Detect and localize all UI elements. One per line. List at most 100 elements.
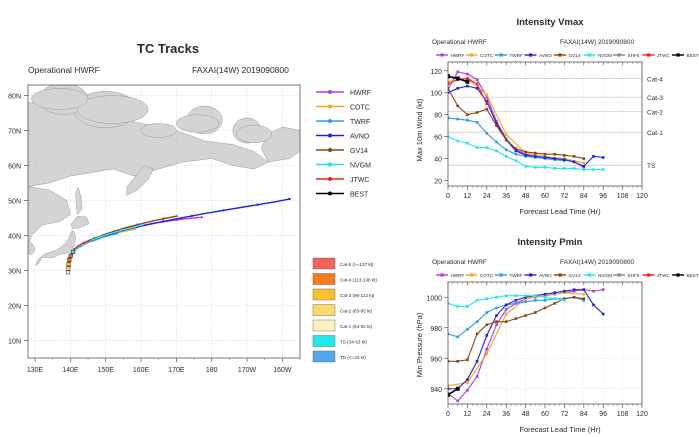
series-point <box>485 352 489 355</box>
series-point <box>495 149 498 153</box>
series-point <box>475 299 479 302</box>
intensity-label: Cat-5 (>=137 kt) <box>340 262 374 267</box>
map-right-label: FAXAI(14W) 2019090800 <box>192 65 289 75</box>
series-point <box>485 107 489 111</box>
series-point <box>485 102 489 105</box>
map-lon-tick: 170E <box>168 367 185 374</box>
track-point <box>162 217 165 220</box>
map-lat-tick: 40N <box>8 234 21 241</box>
series-point <box>448 82 450 86</box>
track-point <box>82 241 86 245</box>
intensity-swatch <box>312 319 336 332</box>
legend-label-shf5: SHF5 <box>628 53 640 58</box>
series-point <box>514 302 518 305</box>
series-point <box>475 87 479 90</box>
map-intensity-legend: Cat-5 (>=137 kt) Cat-4 (113-136 kt) Cat-3 … <box>312 257 377 363</box>
legend-label-nvgm: NVGM <box>598 53 612 58</box>
map-lat-tick: 20N <box>8 304 21 311</box>
legend-label-twrf: TWRF <box>350 119 370 126</box>
series-point <box>456 70 459 74</box>
series-point <box>504 138 508 142</box>
map-lat-tick: 10N <box>8 339 21 346</box>
y-tick-label: 80 <box>434 113 442 120</box>
y-tick-label: 40 <box>434 157 442 164</box>
series-point <box>524 294 527 298</box>
track-point <box>222 209 225 212</box>
map-lat-tick: 50N <box>8 199 21 206</box>
series-point <box>543 166 547 169</box>
best-track-point <box>66 262 71 267</box>
legend-label-jtwc: JTWC <box>657 273 670 278</box>
series-point <box>582 292 586 296</box>
intensity-swatch <box>312 350 336 363</box>
series-point <box>475 360 479 363</box>
pmin-title: Intensity Pmin <box>518 237 583 248</box>
series-point <box>582 161 586 165</box>
legend-label-cotc: COTC <box>350 105 370 112</box>
intensity-swatch <box>312 288 336 301</box>
storm-tracks <box>65 197 291 275</box>
series-point <box>553 167 556 170</box>
series-point <box>466 358 469 362</box>
legend-label-best: BEST <box>687 273 699 278</box>
series-point <box>582 297 586 301</box>
intensity-swatch <box>312 335 336 347</box>
series-point <box>514 152 518 156</box>
series-point <box>495 124 498 127</box>
series-point <box>582 164 586 168</box>
intensity-swatch <box>312 273 336 285</box>
series-point <box>514 147 518 150</box>
series-point <box>543 295 547 299</box>
series-point <box>485 146 489 149</box>
series-point <box>524 295 527 299</box>
series-point <box>601 168 605 171</box>
map-lat-tick: 30N <box>8 269 21 276</box>
series-point <box>592 303 595 307</box>
series-point <box>448 91 450 95</box>
legend-label-avno: AVNO <box>539 273 552 278</box>
series-point <box>601 156 605 159</box>
series-point <box>563 291 566 294</box>
series-point <box>572 289 576 293</box>
series-point <box>582 299 586 302</box>
x-tick-label: 72 <box>561 411 569 418</box>
series-point <box>504 303 508 307</box>
series-point <box>504 308 508 311</box>
intensity-label: Cat-3 (96-112 kt) <box>340 293 375 298</box>
series-point <box>485 93 489 97</box>
series-point <box>455 76 460 81</box>
map-lon-tick: 140E <box>62 367 79 374</box>
series-point <box>466 141 469 145</box>
intensity-label: Cat-2 (83-95 kt) <box>340 309 373 314</box>
series-point <box>485 311 489 314</box>
series-point <box>456 360 459 363</box>
series-point <box>563 153 566 157</box>
tc-tracks-panel: TC Tracks Operational HWRF FAXAI(14W) 20… <box>8 41 377 374</box>
vmax-right-label: FAXAI(14W) 2019090800 <box>560 39 634 46</box>
series-point <box>448 392 450 397</box>
series-point <box>466 113 469 116</box>
series-point <box>475 82 479 86</box>
category-label-cat-2: Cat-2 <box>647 109 663 116</box>
pmin-y-axis-label: Min Pressure (hPa) <box>415 312 424 377</box>
y-tick-label: 960 <box>430 356 442 363</box>
series-point <box>572 295 576 299</box>
map-gridlines <box>28 85 300 358</box>
series-point <box>466 378 469 381</box>
series-point <box>504 133 508 136</box>
series-point <box>475 320 479 323</box>
series-point <box>524 297 527 301</box>
series-line-cotc <box>448 77 584 164</box>
map-title: TC Tracks <box>137 41 199 56</box>
legend-label-hwrf: HWRF <box>451 273 465 278</box>
track-point <box>256 203 259 206</box>
series-point <box>601 288 605 291</box>
series-point <box>524 164 527 168</box>
chart-series <box>448 70 605 171</box>
y-tick-label: 60 <box>434 135 442 142</box>
legend-label-jtwc: JTWC <box>350 177 369 184</box>
x-tick-label: 36 <box>502 411 510 418</box>
pmin-legend: HWRF COTC TWRF AVNO GV14 NVGM SHF5 JTWC BEST <box>436 273 699 278</box>
series-point <box>456 87 459 90</box>
x-tick-label: 96 <box>599 193 607 200</box>
